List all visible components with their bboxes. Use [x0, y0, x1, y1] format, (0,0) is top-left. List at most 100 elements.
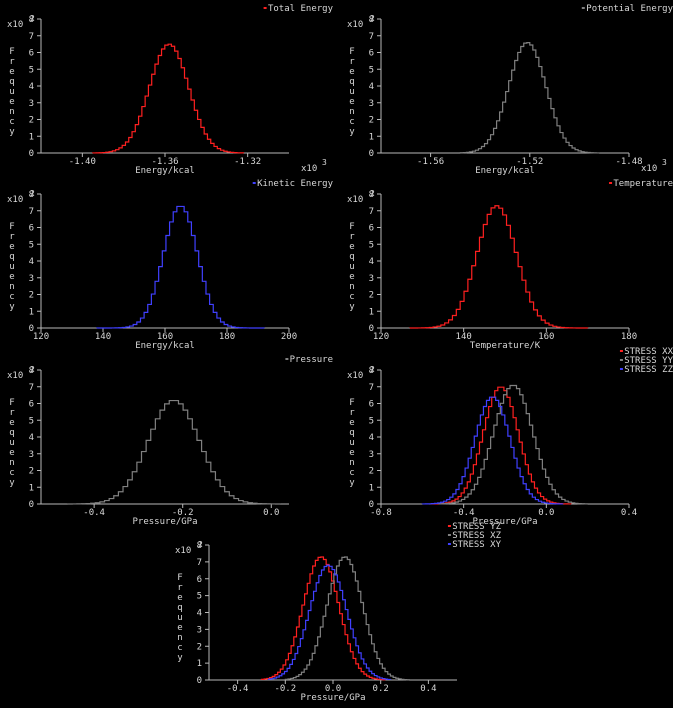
y-axis-title-letter: e	[9, 448, 14, 458]
y-tick-label: 4	[369, 433, 374, 443]
y-tick-label: 6	[197, 575, 202, 585]
y-tick-label: 7	[29, 383, 34, 393]
y-axis-title-letter: e	[9, 67, 14, 77]
y-axis-title-letter: y	[9, 302, 15, 312]
y-axis-title-letter: e	[9, 272, 14, 282]
y-axis-title-letter: q	[177, 603, 182, 613]
y-axis-title-letter: e	[9, 242, 14, 252]
y-axis-title-letter: y	[177, 653, 183, 663]
y-tick-label: 3	[29, 450, 34, 460]
legend-label: Kinetic Energy	[257, 179, 333, 189]
histogram-series	[284, 556, 410, 681]
y-axis-title-letter: F	[349, 47, 354, 57]
y-tick-label: 5	[197, 592, 202, 602]
y-tick-label: 7	[197, 558, 202, 568]
y-axis-title-letter: F	[349, 398, 354, 408]
y-tick-label: 6	[369, 49, 374, 59]
y-axis-title-letter: e	[349, 418, 354, 428]
y-tick-label: 7	[29, 32, 34, 42]
y-tick-label: 5	[29, 240, 34, 250]
y-tick-label: 4	[29, 433, 34, 443]
histogram-series	[96, 205, 265, 329]
y-tick-label: 5	[29, 416, 34, 426]
y-multiplier-exponent: 2	[370, 189, 375, 198]
y-axis-title-letter: r	[177, 583, 183, 593]
x-tick-label: 160	[157, 332, 173, 342]
y-multiplier-exponent: 2	[30, 365, 35, 374]
y-axis-title-letter: e	[349, 67, 354, 77]
y-axis-title-letter: c	[9, 468, 14, 478]
legend-label: STRESS YY	[624, 356, 673, 366]
y-axis-title-letter: y	[9, 127, 15, 137]
histogram-series	[66, 399, 281, 505]
y-tick-label: 6	[29, 49, 34, 59]
y-axis-title-letter: u	[349, 87, 354, 97]
y-tick-label: 8	[369, 15, 374, 25]
x-tick-label: -0.4	[83, 508, 105, 518]
histogram-series	[92, 43, 245, 154]
legend-label: STRESS YZ	[452, 522, 501, 532]
x-tick-label: 180	[621, 332, 637, 342]
y-multiplier: x10	[7, 195, 23, 205]
y-axis-title-letter: e	[9, 97, 14, 107]
y-axis-title-letter: u	[9, 262, 14, 272]
x-tick-label: 200	[281, 332, 297, 342]
y-multiplier: x10	[347, 371, 363, 381]
y-axis-title-letter: r	[9, 408, 15, 418]
y-tick-label: 2	[369, 116, 374, 126]
y-axis-title-letter: r	[349, 408, 355, 418]
x-tick-label: -1.36	[151, 157, 178, 167]
x-tick-label: -0.8	[370, 508, 392, 518]
y-axis-title-letter: q	[349, 77, 354, 87]
legend-label: Temperature	[613, 179, 673, 189]
x-multiplier: x10	[641, 164, 657, 174]
y-axis-title-letter: y	[349, 302, 355, 312]
legend-label: Pressure	[290, 355, 333, 365]
y-tick-label: 5	[29, 65, 34, 75]
y-axis-title-letter: n	[177, 633, 182, 643]
histogram-series	[409, 205, 589, 329]
y-multiplier-exponent: 2	[30, 14, 35, 23]
legend-label: STRESS XZ	[452, 531, 501, 541]
y-axis-title-letter: y	[9, 478, 15, 488]
x-tick-label: 140	[456, 332, 472, 342]
x-axis-title: Pressure/GPa	[472, 517, 537, 527]
x-tick-label: -1.32	[234, 157, 261, 167]
y-axis-title-letter: e	[177, 623, 182, 633]
y-tick-label: 4	[369, 257, 374, 267]
y-tick-label: 4	[29, 82, 34, 92]
y-tick-label: 2	[29, 291, 34, 301]
x-tick-label: 0.0	[538, 508, 554, 518]
y-tick-label: 2	[197, 642, 202, 652]
y-axis-title-letter: r	[9, 232, 15, 242]
x-tick-label: -1.48	[615, 157, 642, 167]
y-tick-label: 8	[29, 15, 34, 25]
y-axis-title-letter: c	[9, 292, 14, 302]
y-tick-label: 7	[369, 32, 374, 42]
y-tick-label: 8	[29, 190, 34, 200]
y-multiplier-exponent: 2	[370, 14, 375, 23]
y-tick-label: 1	[29, 132, 34, 142]
y-axis-title-letter: e	[349, 272, 354, 282]
y-axis-title-letter: u	[9, 87, 14, 97]
histogram-series	[430, 386, 572, 505]
y-tick-label: 3	[369, 450, 374, 460]
x-tick-label: 0.0	[325, 684, 341, 694]
legend-label: STRESS ZZ	[624, 365, 673, 375]
y-axis-title-letter: y	[349, 127, 355, 137]
y-multiplier-exponent: 2	[30, 189, 35, 198]
y-axis-title-letter: c	[9, 117, 14, 127]
x-tick-label: 0.2	[373, 684, 389, 694]
y-axis-title-letter: e	[9, 418, 14, 428]
x-tick-label: -1.56	[417, 157, 444, 167]
x-tick-label: -0.2	[274, 684, 296, 694]
y-tick-label: 1	[369, 483, 374, 493]
